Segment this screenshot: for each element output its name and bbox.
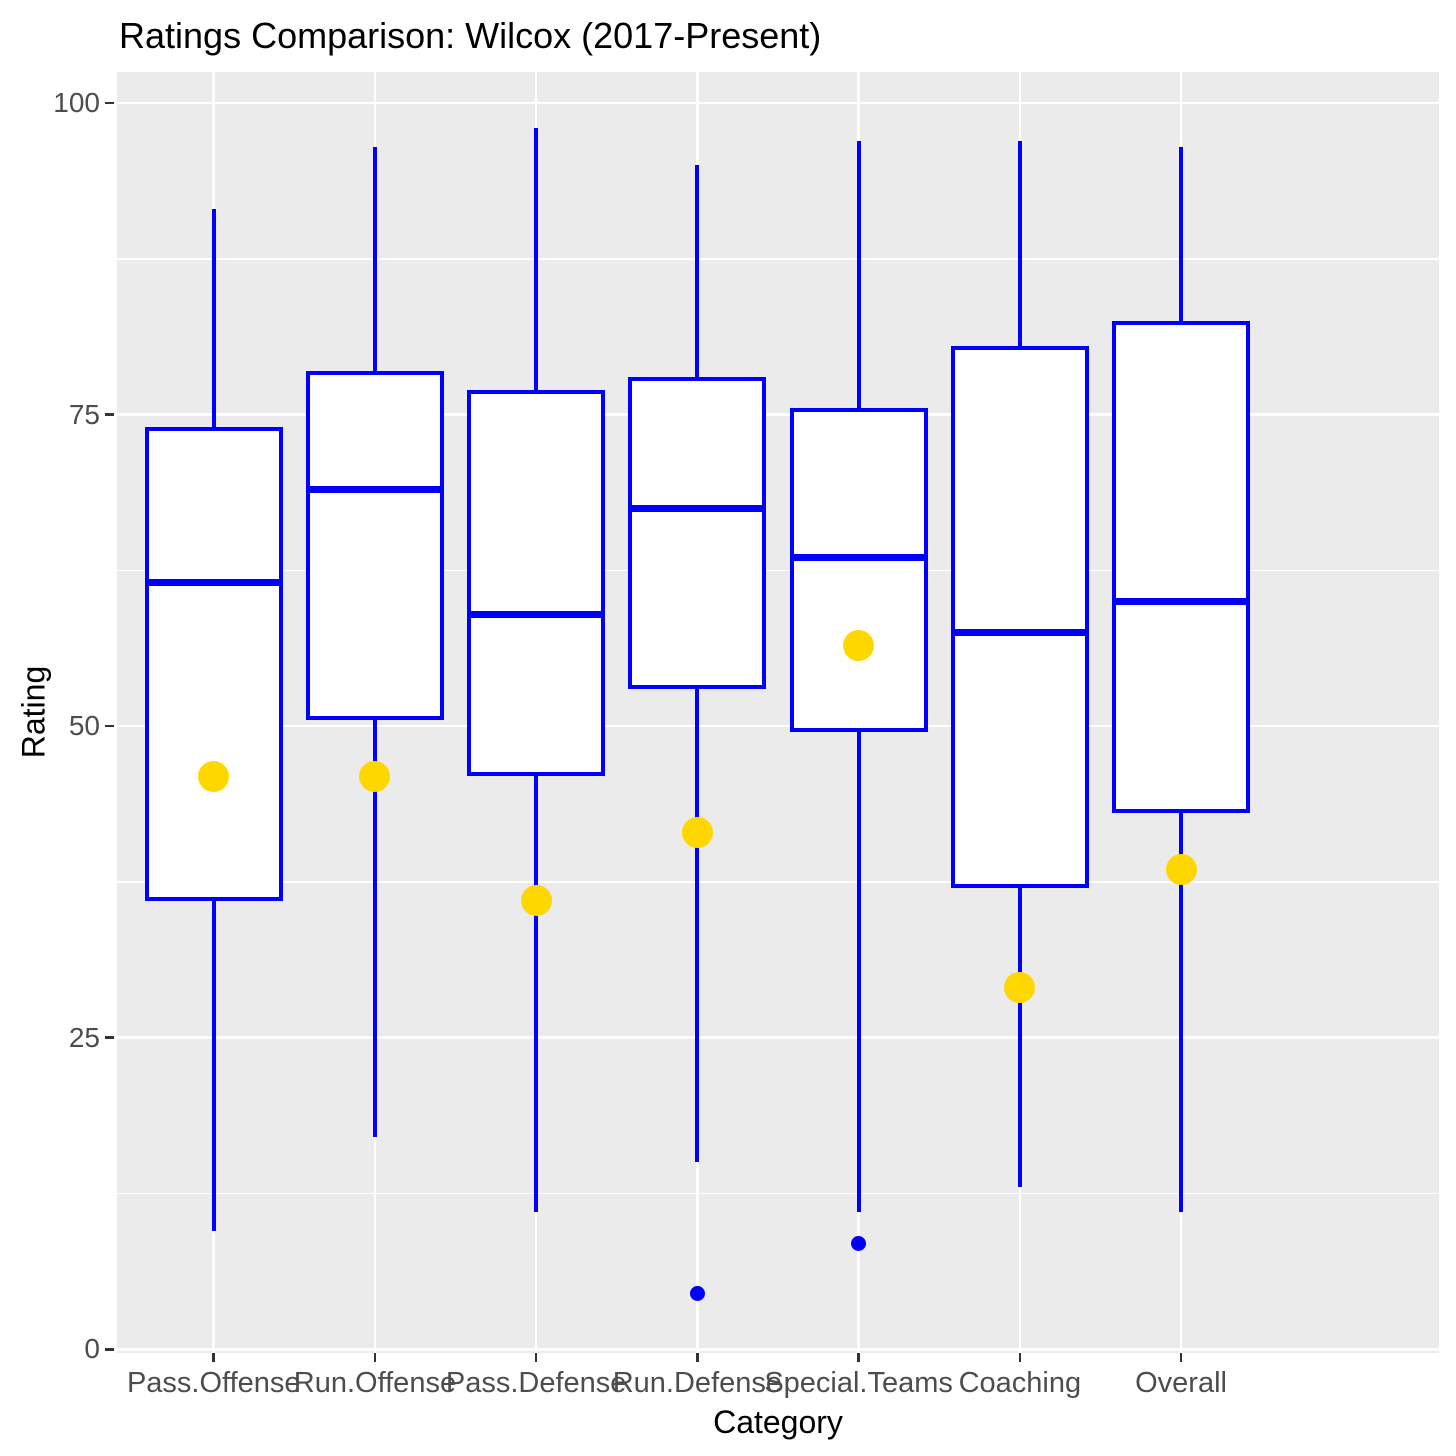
mean-dot bbox=[198, 760, 230, 792]
whisker-lower bbox=[856, 732, 861, 1213]
median-line bbox=[467, 610, 606, 618]
box-rect bbox=[950, 346, 1089, 889]
median-line bbox=[144, 579, 283, 587]
outlier-dot bbox=[689, 1285, 705, 1301]
whisker-upper bbox=[1179, 146, 1184, 322]
mean-dot bbox=[681, 816, 713, 848]
mean-dot bbox=[520, 885, 552, 917]
y-tick-label: 25 bbox=[68, 1021, 100, 1053]
box-rect bbox=[305, 371, 444, 720]
x-axis-title: Category bbox=[713, 1404, 843, 1440]
y-tick-mark bbox=[105, 413, 114, 416]
whisker-lower bbox=[372, 719, 377, 1138]
mean-dot bbox=[1165, 854, 1197, 885]
x-tick-label: Run.Defense bbox=[612, 1367, 783, 1399]
median-line bbox=[305, 485, 444, 493]
major-gridline bbox=[117, 1348, 1439, 1351]
whisker-upper bbox=[372, 146, 377, 372]
box-rect bbox=[144, 427, 283, 901]
y-tick-label: 100 bbox=[53, 87, 100, 119]
box-rect bbox=[628, 377, 767, 689]
mean-dot bbox=[843, 629, 875, 661]
x-tick-mark bbox=[534, 1353, 538, 1362]
x-tick-label: Run.Offense bbox=[293, 1367, 457, 1399]
whisker-upper bbox=[856, 140, 861, 409]
minor-gridline bbox=[117, 881, 1439, 883]
minor-gridline bbox=[117, 258, 1439, 260]
mean-dot bbox=[359, 760, 391, 792]
major-gridline bbox=[117, 101, 1439, 105]
y-axis: 0 25 50 75 100 bbox=[0, 72, 117, 1363]
box-rect bbox=[789, 408, 928, 733]
major-gridline bbox=[117, 413, 1439, 416]
median-line bbox=[628, 504, 767, 512]
chart-title: Ratings Comparison: Wilcox (2017-Present… bbox=[119, 15, 822, 56]
x-tick-label: Special.Teams bbox=[764, 1367, 953, 1399]
x-tick-label: Coaching bbox=[958, 1367, 1082, 1399]
median-line bbox=[789, 554, 928, 562]
whisker-lower bbox=[695, 688, 700, 1163]
y-tick-mark bbox=[105, 724, 114, 728]
mean-dot bbox=[1004, 972, 1036, 1004]
x-tick-mark bbox=[212, 1353, 215, 1362]
median-line bbox=[1112, 598, 1251, 606]
whisker-upper bbox=[211, 209, 216, 428]
x-axis: Pass.Offense Run.Offense Pass.Defense Run.D… bbox=[117, 1353, 1439, 1456]
y-tick-label: 50 bbox=[68, 710, 100, 742]
box-rect bbox=[467, 389, 606, 777]
x-tick-label: Overall bbox=[1135, 1367, 1227, 1399]
x-tick-mark bbox=[373, 1353, 377, 1362]
x-tick-mark bbox=[1179, 1353, 1183, 1362]
whisker-lower bbox=[211, 900, 216, 1231]
median-line bbox=[950, 629, 1089, 637]
whisker-upper bbox=[1017, 140, 1022, 347]
x-tick-mark bbox=[696, 1353, 699, 1362]
whisker-lower bbox=[1017, 888, 1022, 1188]
x-tick-label: Pass.Offense bbox=[126, 1367, 301, 1399]
major-gridline bbox=[117, 1036, 1439, 1039]
whisker-lower bbox=[1179, 813, 1184, 1213]
x-tick-label: Pass.Defense bbox=[445, 1367, 627, 1399]
plot-panel bbox=[117, 72, 1439, 1353]
outlier-dot bbox=[851, 1235, 867, 1251]
y-tick-mark bbox=[105, 101, 114, 105]
major-gridline bbox=[117, 724, 1439, 728]
box-rect bbox=[1112, 321, 1251, 814]
y-tick-mark bbox=[105, 1348, 114, 1351]
whisker-upper bbox=[534, 128, 539, 390]
y-tick-label: 75 bbox=[68, 398, 100, 430]
y-tick-label: 0 bbox=[84, 1333, 100, 1365]
minor-gridline bbox=[117, 569, 1439, 572]
whisker-upper bbox=[695, 165, 700, 378]
x-tick-mark bbox=[1018, 1353, 1022, 1362]
y-tick-mark bbox=[105, 1036, 114, 1039]
whisker-lower bbox=[534, 776, 539, 1213]
minor-gridline bbox=[117, 1192, 1439, 1195]
x-tick-mark bbox=[857, 1353, 860, 1362]
